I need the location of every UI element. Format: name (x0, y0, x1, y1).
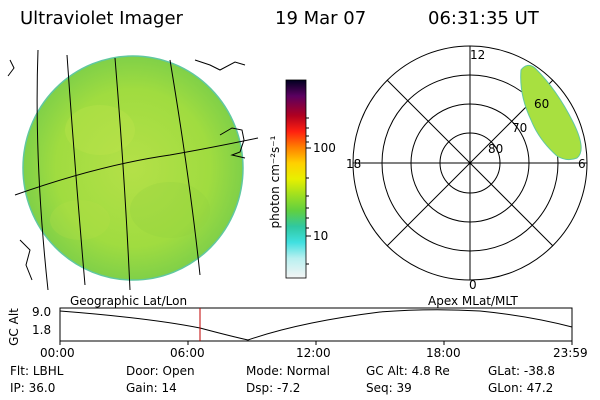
left-panel-caption: Geographic Lat/Lon (70, 294, 188, 308)
app-title: Ultraviolet Imager (20, 8, 183, 29)
time-label: 06:31:35 UT (428, 8, 539, 29)
mlat-label-60: 60 (534, 97, 550, 111)
mlt-label-6: 6 (578, 157, 586, 171)
colorbar-tick-10: 10 (313, 229, 329, 243)
polar-plot-panel (352, 45, 588, 281)
right-panel-caption: Apex MLat/MLT (428, 294, 518, 308)
mlat-label-80: 80 (488, 142, 504, 156)
colorbar-tick-100: 100 (313, 141, 336, 155)
x-tick-1200: 12:00 (296, 346, 331, 360)
info-glon: GLon: 47.2 (488, 381, 554, 395)
altitude-ytick-max: 9.0 (32, 305, 52, 319)
info-mode: Mode: Normal (246, 364, 330, 378)
coastline (7, 59, 246, 281)
geographic-image-panel (7, 49, 259, 291)
auroral-oval (520, 64, 582, 161)
info-ip: IP: 36.0 (10, 381, 56, 395)
earth-disk (22, 55, 244, 281)
altitude-curve (59, 309, 573, 341)
info-flt: Flt: LBHL (10, 364, 64, 378)
x-tick-2359: 23:59 (553, 346, 588, 360)
info-door: Door: Open (126, 364, 195, 378)
lat-lon-grid (14, 49, 259, 291)
mlt-label-12: 12 (470, 48, 486, 62)
altitude-plot (59, 307, 573, 345)
colorbar-gradient (285, 79, 307, 279)
x-tick-0600: 06:00 (170, 346, 205, 360)
altitude-ytick-min: 1.8 (32, 323, 52, 337)
altitude-plot-ylabel: GC Alt (7, 308, 21, 346)
info-seq: Seq: 39 (366, 381, 412, 395)
info-glat: GLat: -38.8 (488, 364, 555, 378)
info-gc-alt: GC Alt: 4.8 Re (366, 364, 450, 378)
info-gain: Gain: 14 (126, 381, 177, 395)
x-tick-0000: 00:00 (40, 346, 75, 360)
mlt-label-0: 0 (469, 278, 477, 292)
date-label: 19 Mar 07 (275, 8, 367, 29)
x-tick-1800: 18:00 (426, 346, 461, 360)
colorbar (285, 79, 311, 279)
mlt-label-18: 18 (346, 157, 362, 171)
mlat-label-70: 70 (512, 121, 528, 135)
colorbar-label: photon cm⁻²s⁻¹ (268, 135, 282, 229)
info-dsp: Dsp: -7.2 (246, 381, 301, 395)
